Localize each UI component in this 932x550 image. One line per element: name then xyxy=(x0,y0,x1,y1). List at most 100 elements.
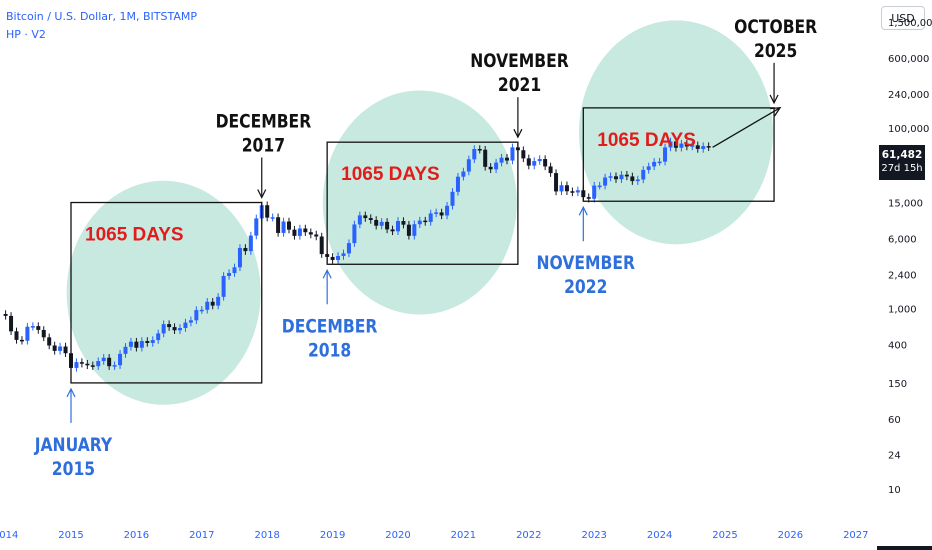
candle xyxy=(592,181,597,203)
current-price-tag: 61,482 27d 15h xyxy=(879,145,925,180)
candle xyxy=(96,357,101,370)
candle xyxy=(36,322,41,334)
candle xyxy=(139,337,144,352)
candle xyxy=(178,324,182,335)
x-tick-label: 2027 xyxy=(843,530,868,541)
candle xyxy=(47,333,52,350)
candle xyxy=(472,145,477,164)
candle xyxy=(657,157,662,166)
candle xyxy=(684,139,689,151)
candle xyxy=(374,216,379,230)
candle xyxy=(624,170,629,181)
annotation-line: NOVEMBER xyxy=(470,51,569,73)
candle xyxy=(532,157,537,170)
candle xyxy=(679,139,684,152)
candle xyxy=(635,175,640,185)
candle xyxy=(188,316,193,327)
candle xyxy=(145,337,150,347)
candle xyxy=(439,208,444,220)
current-price-value: 61,482 xyxy=(881,149,923,161)
candle xyxy=(287,217,291,234)
y-tick-label: 15,000 xyxy=(888,199,923,210)
candle xyxy=(210,298,215,310)
cycle-label-2: 1065 DAYS xyxy=(341,164,440,185)
candle xyxy=(543,155,548,171)
annotation-line: NOVEMBER xyxy=(537,253,636,275)
candle xyxy=(554,169,559,196)
y-tick-label: 60 xyxy=(888,415,901,426)
candle xyxy=(3,310,8,320)
candle xyxy=(194,306,199,325)
candle xyxy=(483,146,488,171)
y-tick-label: 100,000 xyxy=(888,124,929,135)
annotation-line: 2025 xyxy=(754,40,797,62)
candle xyxy=(281,217,286,237)
candle xyxy=(450,188,455,210)
candle xyxy=(205,298,210,314)
candle xyxy=(172,323,177,335)
candle xyxy=(199,306,204,314)
candle xyxy=(401,217,406,229)
candle xyxy=(90,361,95,370)
x-tick-label: 2025 xyxy=(712,530,737,541)
candle xyxy=(455,172,460,196)
candle xyxy=(314,230,319,241)
x-tick-label: 2014 xyxy=(0,530,18,541)
candle xyxy=(237,244,242,272)
candle xyxy=(336,252,341,264)
candle xyxy=(341,249,346,260)
cycle-label-3: 1065 DAYS xyxy=(597,130,696,151)
cycle-circles xyxy=(66,20,773,405)
time-axis: 2014 2015 2016 2017 2018 2019 2020 2021 2022 2023… xyxy=(0,530,869,541)
candle xyxy=(167,320,172,331)
projection-arrow xyxy=(712,107,781,148)
indicator-label[interactable]: HP · V2 xyxy=(6,28,46,41)
candle xyxy=(434,208,439,218)
candle xyxy=(79,358,84,368)
candle xyxy=(614,172,618,183)
cycle-box-3 xyxy=(582,107,775,202)
candle xyxy=(128,337,133,351)
candle xyxy=(123,343,128,358)
candle xyxy=(292,225,297,240)
candle xyxy=(254,214,259,240)
cycle-box-2 xyxy=(326,141,519,265)
candle xyxy=(663,143,668,166)
candle xyxy=(575,186,580,197)
annotation-line: 2017 xyxy=(242,135,285,157)
candle xyxy=(641,166,646,184)
candle xyxy=(150,336,155,347)
x-tick-label: 2016 xyxy=(124,530,149,541)
annotation-line: OCTOBER xyxy=(734,16,818,38)
y-tick-label: 240,000 xyxy=(888,90,929,101)
candle xyxy=(303,224,308,236)
x-tick-label: 2026 xyxy=(778,530,803,541)
candle xyxy=(466,155,471,176)
x-tick-label: 2023 xyxy=(581,530,606,541)
candle xyxy=(63,342,68,357)
candle xyxy=(25,322,30,345)
x-tick-label: 2022 xyxy=(516,530,541,541)
candle xyxy=(608,172,613,182)
currency-button[interactable]: USD xyxy=(881,6,925,30)
candle xyxy=(445,202,450,220)
x-tick-label: 2018 xyxy=(254,530,279,541)
candle xyxy=(505,153,509,165)
y-tick-label: 2,400 xyxy=(888,270,917,281)
candle xyxy=(346,239,351,258)
candle xyxy=(570,187,575,197)
candle xyxy=(423,216,428,226)
annotation-line: 2022 xyxy=(564,277,607,299)
candle xyxy=(14,327,19,344)
candle xyxy=(227,269,232,280)
cycle-circle-3 xyxy=(578,20,773,245)
candle xyxy=(107,354,112,370)
candle xyxy=(537,155,542,165)
candle xyxy=(619,170,624,183)
candle xyxy=(297,224,302,240)
